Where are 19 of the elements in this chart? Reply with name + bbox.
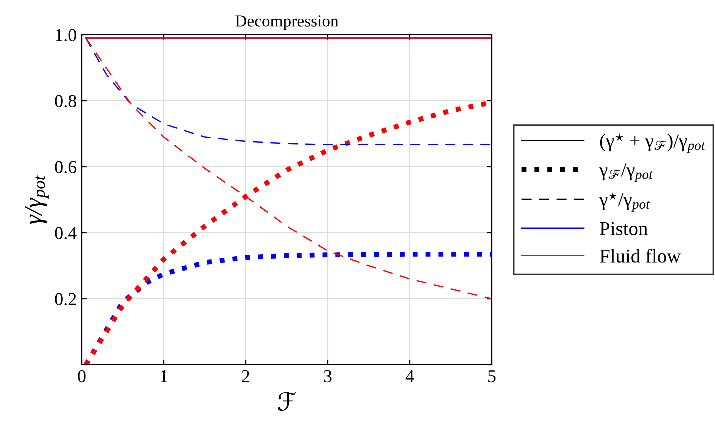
legend-label: Piston (600, 222, 648, 236)
legend-label: γ$^{⋆}$/γ$_{pot}$ (600, 192, 650, 212)
y-tick-label: 0.2 (55, 293, 76, 306)
y-axis-title: γ/γ$_{pot}$ (25, 175, 49, 225)
x-tick-label: 5 (488, 370, 496, 383)
x-tick-label: 4 (406, 370, 414, 382)
y-tick-label: 0.4 (55, 227, 77, 240)
chart-title: Decompression (236, 16, 339, 30)
x-tick-label: 1 (161, 370, 168, 382)
legend-label: γ$_{ℱ}$/γ$_{pot}$ (600, 164, 654, 182)
x-tick-label: 2 (242, 370, 250, 382)
y-tick-label: 1.0 (56, 29, 76, 42)
x-tick-label: 0 (78, 370, 86, 383)
legend-label: (γ$^{⋆}$ + γ$_{ℱ}$)/γ$_{pot}$ (600, 133, 706, 154)
y-tick-label: 0.8 (55, 95, 76, 108)
x-tick-label: 3 (324, 370, 332, 383)
y-tick-label: 0.6 (55, 161, 77, 174)
x-axis-title: ℱ (278, 392, 296, 412)
legend-label: Fluid flow (600, 249, 682, 263)
